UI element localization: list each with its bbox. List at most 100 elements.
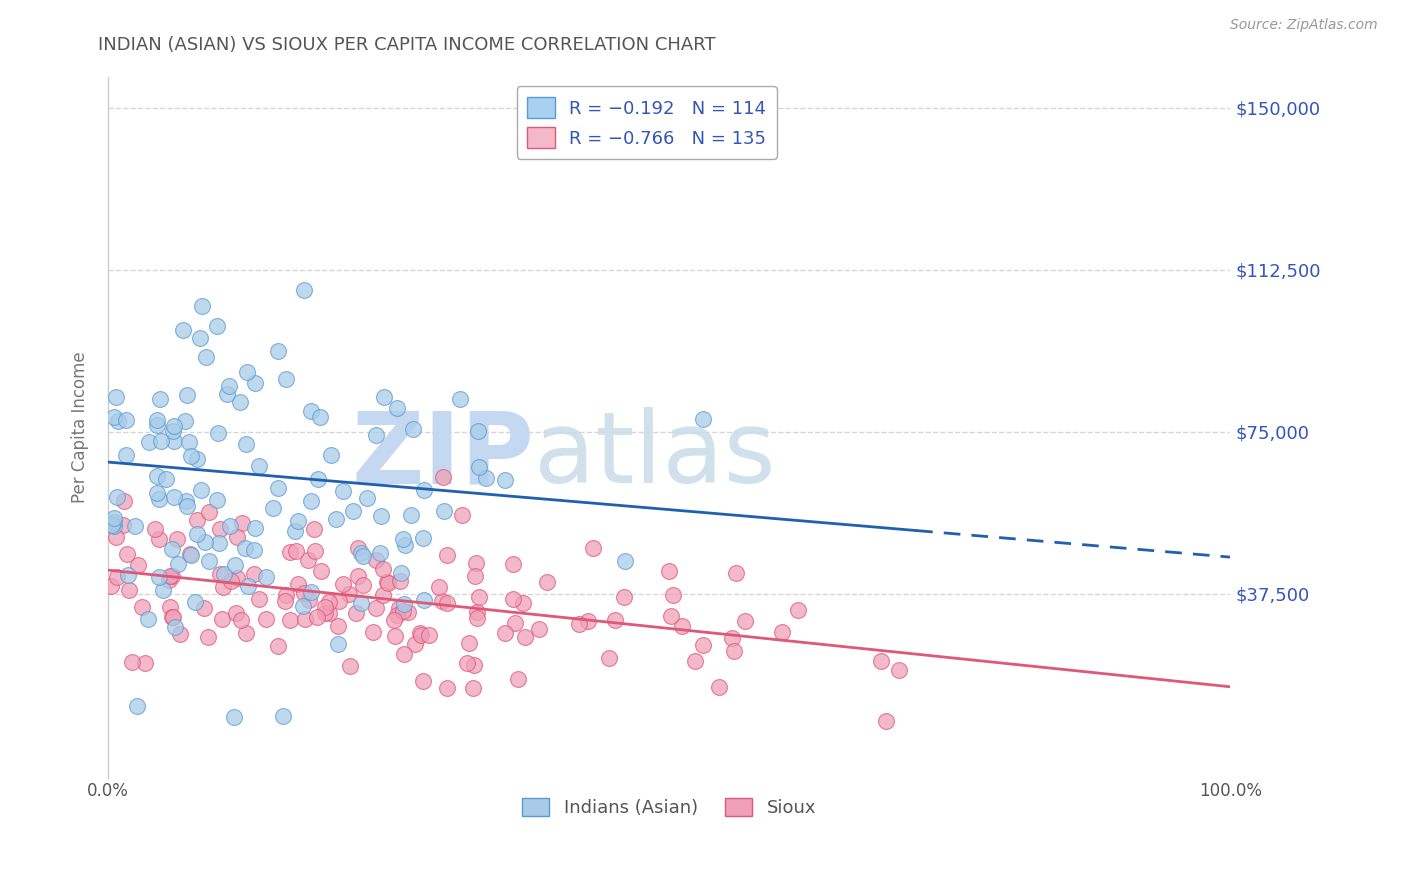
Point [103, 515, 125, 529]
Point [292, 599, 315, 613]
Point [412, 531, 434, 545]
Point [229, 613, 252, 627]
Point [103, 511, 125, 525]
Point [226, 530, 249, 544]
Point [163, 491, 186, 505]
Point [212, 566, 235, 581]
Point [177, 434, 200, 449]
Point [107, 414, 129, 428]
Point [375, 574, 398, 589]
Point [889, 663, 911, 677]
Point [105, 570, 128, 584]
Point [304, 544, 326, 558]
Point [174, 493, 197, 508]
Point [114, 413, 136, 427]
Point [314, 606, 336, 620]
Point [160, 569, 183, 583]
Point [364, 428, 387, 442]
Point [356, 491, 378, 505]
Point [456, 656, 478, 670]
Point [506, 673, 529, 687]
Point [412, 673, 434, 688]
Point [467, 424, 489, 438]
Point [172, 323, 194, 337]
Point [274, 588, 297, 602]
Point [503, 616, 526, 631]
Point [193, 535, 215, 549]
Point [191, 299, 214, 313]
Point [464, 569, 486, 583]
Point [124, 519, 146, 533]
Point [173, 414, 195, 428]
Point [274, 594, 297, 608]
Point [245, 520, 267, 534]
Point [352, 578, 374, 592]
Point [468, 459, 491, 474]
Point [146, 413, 169, 427]
Point [294, 612, 316, 626]
Point [136, 612, 159, 626]
Point [197, 631, 219, 645]
Point [167, 558, 190, 572]
Point [307, 473, 329, 487]
Point [242, 567, 264, 582]
Point [464, 557, 486, 571]
Point [105, 390, 128, 404]
Point [166, 532, 188, 546]
Point [160, 541, 183, 556]
Point [298, 593, 321, 607]
Point [103, 410, 125, 425]
Point [373, 561, 395, 575]
Point [254, 612, 277, 626]
Point [163, 620, 186, 634]
Point [347, 541, 370, 556]
Point [328, 637, 350, 651]
Point [211, 612, 233, 626]
Point [377, 575, 399, 590]
Point [339, 659, 361, 673]
Point [319, 449, 342, 463]
Point [195, 350, 218, 364]
Point [146, 486, 169, 500]
Point [307, 610, 329, 624]
Point [218, 379, 240, 393]
Point [224, 710, 246, 724]
Point [384, 629, 406, 643]
Point [723, 644, 745, 658]
Point [169, 627, 191, 641]
Point [418, 628, 440, 642]
Point [513, 631, 536, 645]
Point [186, 452, 208, 467]
Point [875, 714, 897, 728]
Point [433, 504, 456, 518]
Point [180, 548, 202, 562]
Point [186, 513, 208, 527]
Point [692, 412, 714, 426]
Point [463, 658, 485, 673]
Point [162, 424, 184, 438]
Point [494, 626, 516, 640]
Point [318, 595, 340, 609]
Point [568, 616, 591, 631]
Point [325, 511, 347, 525]
Point [352, 549, 374, 563]
Point [190, 483, 212, 497]
Point [112, 493, 135, 508]
Point [193, 601, 215, 615]
Point [267, 344, 290, 359]
Point [409, 628, 432, 642]
Point [125, 699, 148, 714]
Point [176, 388, 198, 402]
Point [145, 417, 167, 432]
Point [236, 365, 259, 379]
Point [163, 419, 186, 434]
Point [304, 522, 326, 536]
Point [111, 517, 134, 532]
Point [225, 607, 247, 621]
Point [328, 619, 350, 633]
Point [458, 635, 481, 649]
Point [243, 543, 266, 558]
Point [370, 508, 392, 523]
Point [228, 395, 250, 409]
Point [394, 647, 416, 661]
